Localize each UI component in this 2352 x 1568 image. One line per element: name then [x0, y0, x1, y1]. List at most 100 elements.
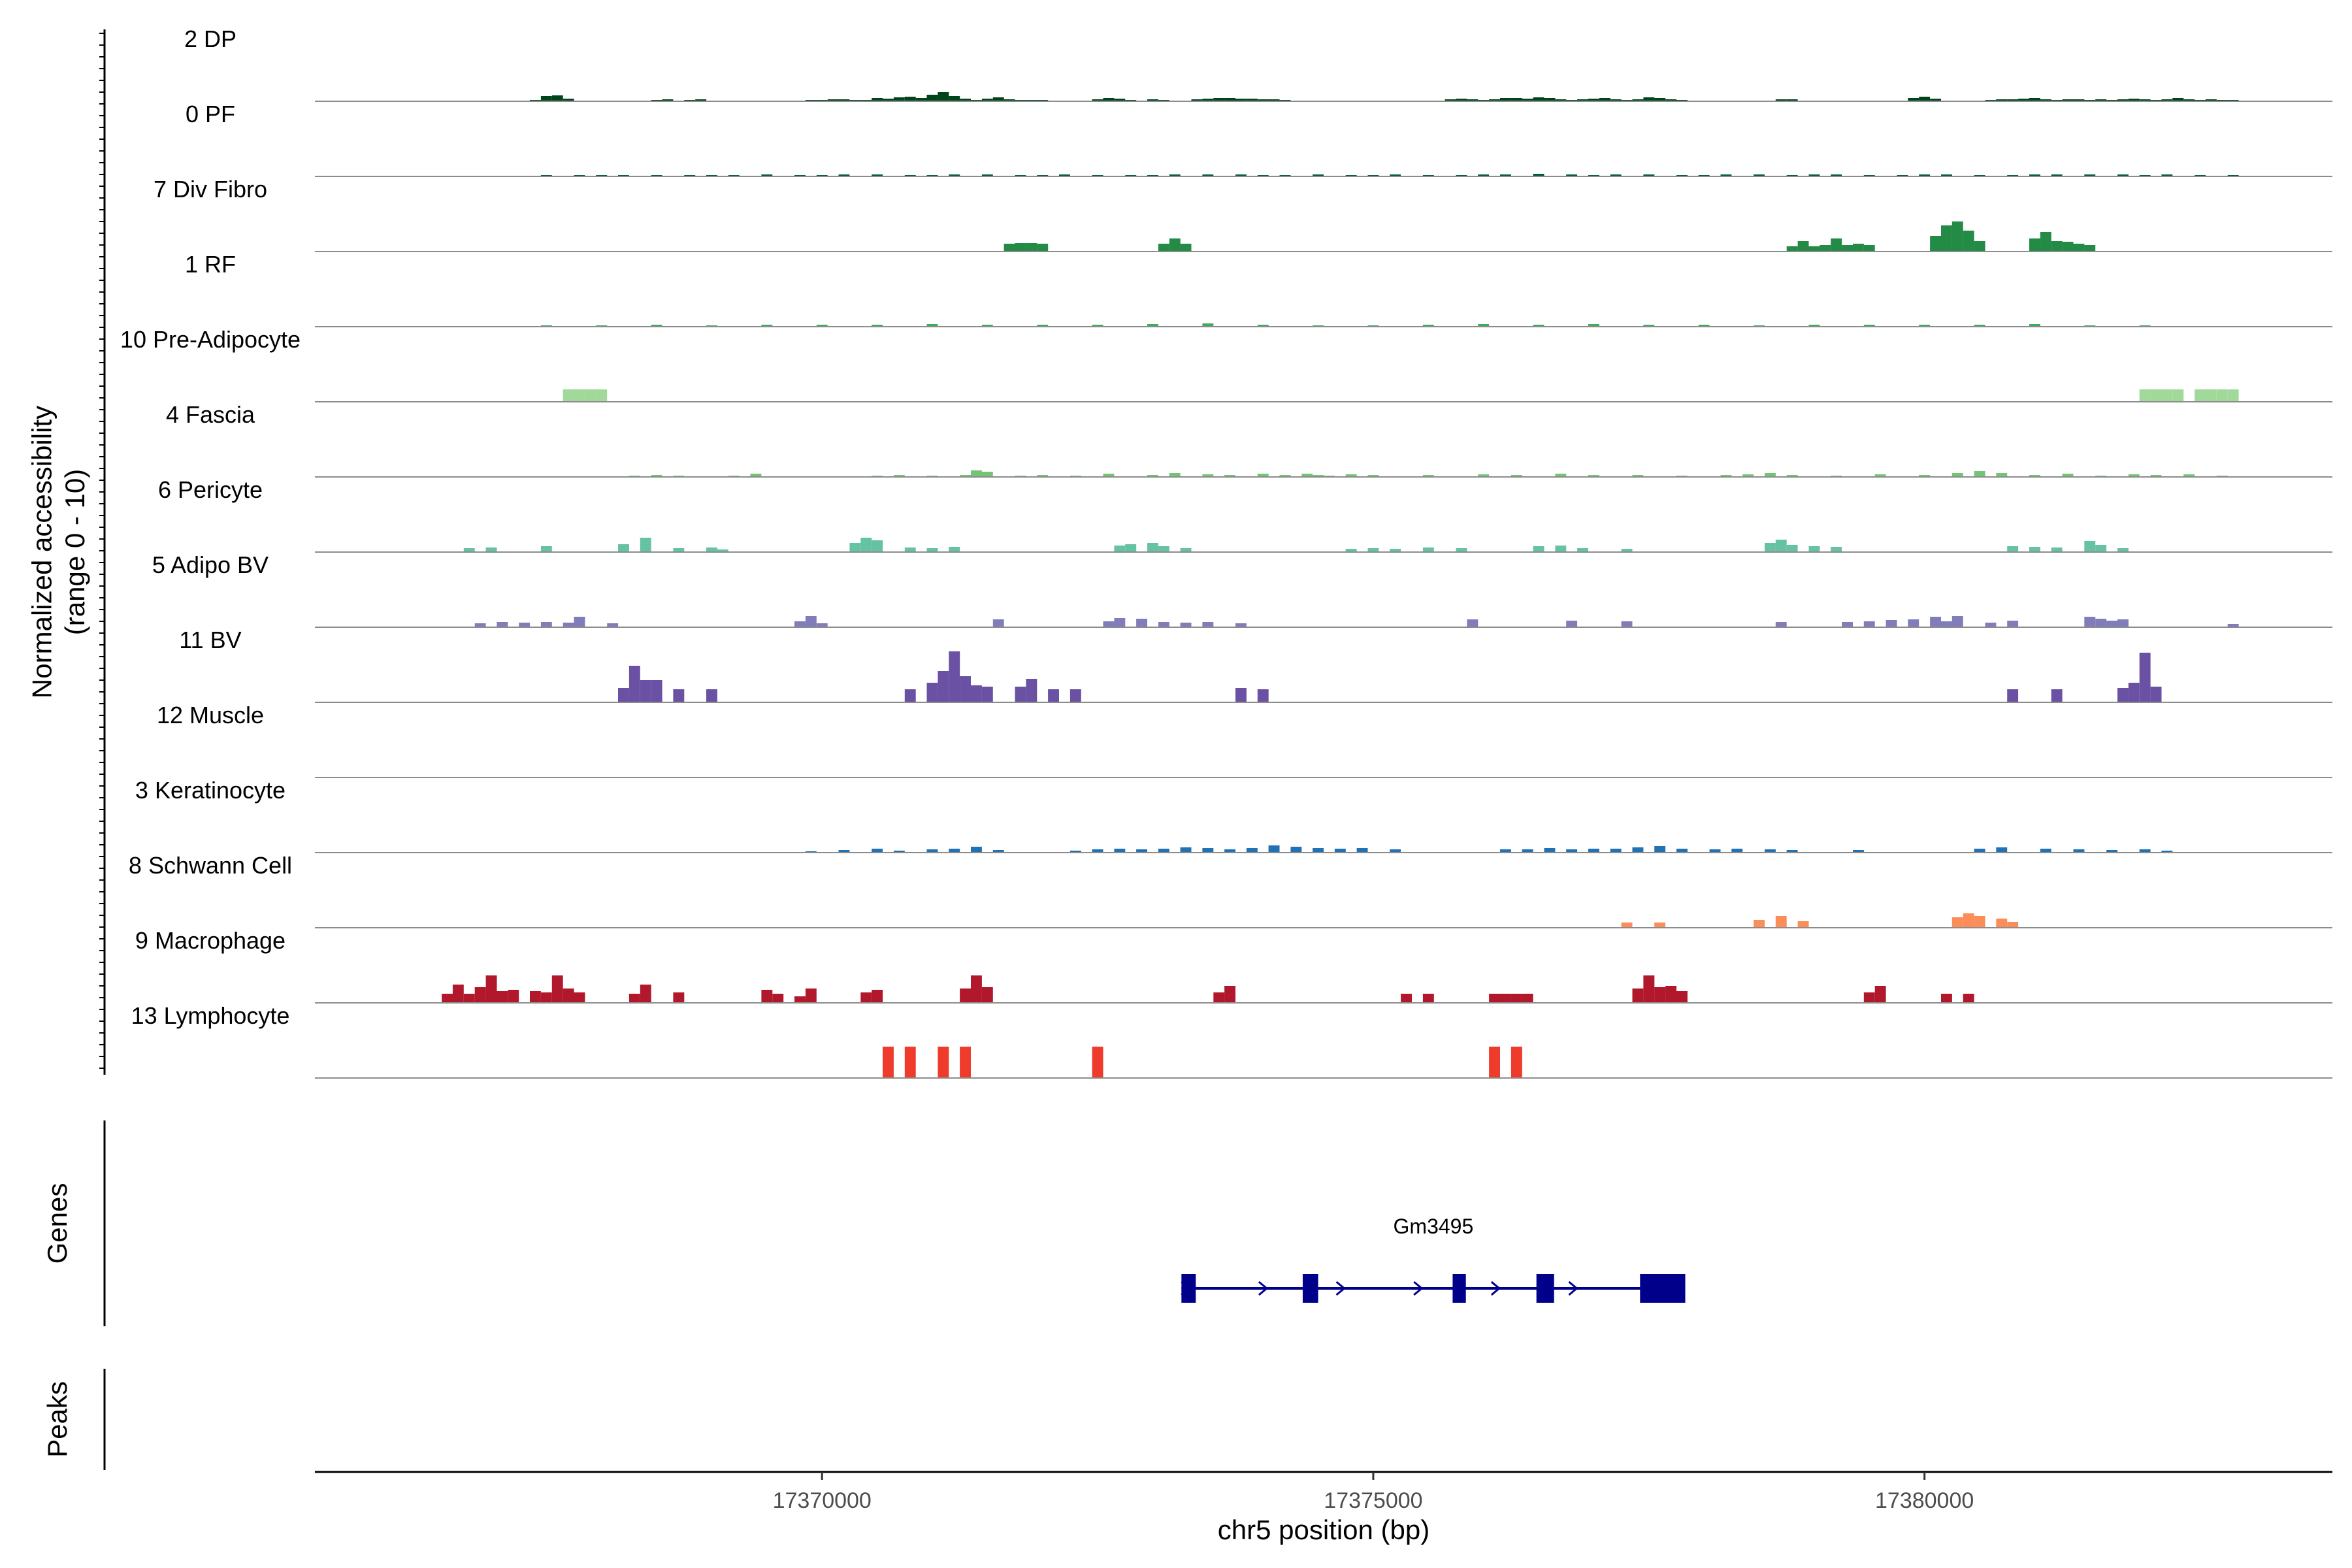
coverage-bin — [1257, 99, 1269, 101]
coverage-bin — [2128, 474, 2140, 477]
coverage-bin — [1070, 689, 1081, 702]
coverage-bin — [1775, 540, 1787, 552]
coverage-bin — [574, 389, 585, 402]
gene-exon — [1640, 1274, 1686, 1303]
coverage-bin — [2095, 545, 2107, 552]
coverage-bin — [1919, 475, 1931, 477]
gene-exon — [1536, 1274, 1554, 1303]
coverage-bin — [607, 623, 619, 627]
coverage-bin — [2007, 546, 2019, 552]
coverage-bin — [1125, 544, 1137, 552]
coverage-bin — [1224, 475, 1235, 477]
coverage-bin — [2128, 99, 2140, 101]
coverage-bin — [949, 849, 960, 853]
coverage-bin — [1522, 99, 1533, 101]
coverage-bin — [1522, 849, 1533, 853]
coverage-bin — [2227, 389, 2239, 402]
coverage-bin — [1202, 474, 1214, 477]
coverage-bin — [1103, 98, 1115, 101]
coverage-bin — [1147, 99, 1158, 101]
coverage-bin — [485, 975, 497, 1003]
coverage-bin — [1919, 174, 1931, 176]
coverage-bin — [1015, 687, 1026, 702]
coverage-bin — [1467, 99, 1478, 101]
coverage-bin — [1765, 543, 1776, 552]
coverage-bin — [981, 174, 993, 176]
coverage-bin — [805, 616, 817, 627]
coverage-bin — [2139, 653, 2151, 702]
gene-exon — [1181, 1274, 1196, 1303]
coverage-bin — [1775, 622, 1787, 627]
coverage-bin — [2007, 922, 2019, 928]
coverage-bin — [904, 689, 916, 702]
coverage-bin — [1754, 174, 1765, 176]
track-2-dp: 2 DP — [184, 25, 2332, 102]
coverage-bin — [1301, 474, 1313, 477]
coverage-bin — [2051, 547, 2063, 552]
coverage-bin — [1422, 325, 1434, 327]
track-1-rf: 1 RF — [185, 251, 2332, 327]
track-label: 12 Muscle — [157, 702, 264, 728]
coverage-bin — [1004, 99, 1015, 101]
coverage-bin — [838, 99, 850, 101]
coverage-bin — [1158, 244, 1169, 252]
coverage-bin — [872, 540, 883, 552]
coverage-bin — [1235, 688, 1247, 702]
coverage-bin — [1158, 546, 1169, 552]
coverage-bin — [1842, 245, 1853, 252]
coverage-bin — [981, 99, 993, 101]
coverage-bin — [1290, 847, 1302, 853]
coverage-bin — [2139, 389, 2151, 402]
coverage-bin — [1863, 325, 1875, 327]
coverage-bin — [1874, 474, 1886, 477]
coverage-bin — [1974, 241, 1985, 252]
coverage-bin — [1919, 97, 1931, 101]
coverage-bin — [497, 991, 508, 1003]
coverage-bin — [1103, 474, 1115, 477]
coverage-bin — [2051, 174, 2063, 176]
coverage-bin — [1147, 475, 1158, 477]
coverage-bin — [1632, 475, 1644, 477]
coverage-bin — [1654, 846, 1666, 853]
coverage-bin — [706, 547, 717, 552]
genes-panel-title: Genes — [42, 1183, 73, 1264]
coverage-bin — [1996, 99, 2008, 101]
track-0-pf: 0 PF — [186, 101, 2332, 177]
coverage-bin — [1952, 473, 1963, 477]
coverage-bin — [838, 174, 850, 176]
coverage-bin — [1621, 549, 1633, 552]
coverage-bin — [673, 689, 685, 702]
peaks-panel: Peaks — [42, 1369, 106, 1470]
coverage-bin — [981, 987, 993, 1003]
gene-exon — [1302, 1274, 1318, 1303]
coverage-bin — [1511, 475, 1522, 477]
coverage-bin — [1731, 849, 1743, 853]
coverage-bin — [2073, 244, 2085, 252]
coverage-bin — [1169, 473, 1181, 477]
coverage-bin — [2139, 99, 2151, 101]
coverage-bin — [1489, 994, 1500, 1003]
coverage-bin — [1026, 679, 1037, 702]
coverage-bin — [761, 174, 773, 176]
coverage-bin — [1268, 845, 1280, 853]
coverage-bin — [1820, 245, 1831, 252]
coverage-bin — [1588, 99, 1599, 101]
coverage-bin — [893, 475, 905, 477]
coverage-bin — [1831, 238, 1842, 252]
coverage-bin — [618, 544, 629, 552]
coverage-bin — [1026, 243, 1037, 252]
coverage-bin — [1422, 475, 1434, 477]
coverage-bin — [1500, 849, 1511, 853]
coverage-bin — [2183, 474, 2195, 477]
coverage-bin — [960, 475, 971, 477]
coverage-bin — [2040, 849, 2051, 853]
coverage-bin — [1015, 243, 1026, 252]
track-5-adipo-bv: 5 Adipo BV — [152, 551, 2332, 628]
coverage-bin — [2150, 475, 2162, 477]
coverage-bin — [2007, 621, 2019, 627]
coverage-bin — [1863, 621, 1875, 627]
track-label: 13 Lymphocyte — [131, 1002, 290, 1029]
coverage-bin — [640, 680, 651, 702]
coverage-bin — [629, 994, 640, 1003]
coverage-bin — [530, 991, 541, 1003]
